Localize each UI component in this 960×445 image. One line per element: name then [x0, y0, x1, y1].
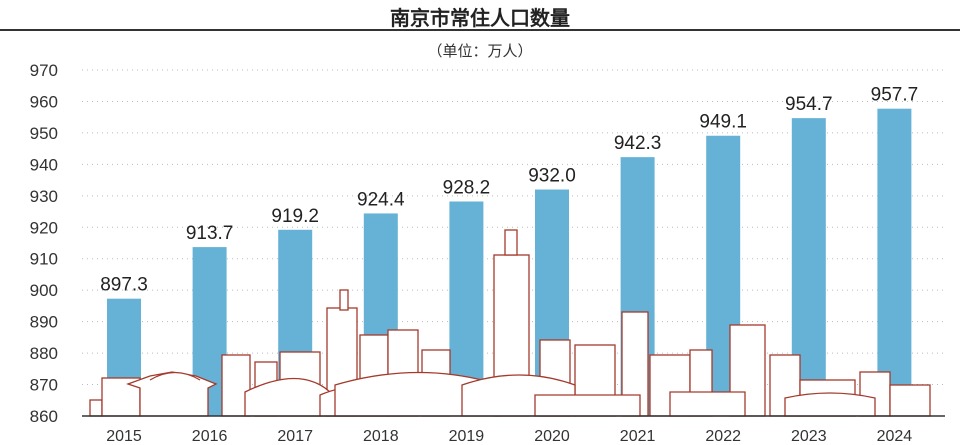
x-tick-label: 2024: [877, 428, 913, 445]
value-label: 949.1: [699, 112, 747, 133]
x-tick-label: 2015: [106, 428, 142, 445]
y-tick-label: 860: [30, 407, 58, 426]
skyline-building: [889, 384, 931, 417]
value-label: 954.7: [785, 94, 833, 115]
skyline-shape: [784, 392, 876, 417]
value-label: 913.7: [186, 223, 234, 244]
bar-2024: [877, 108, 912, 417]
x-tick-label: 2016: [192, 428, 228, 445]
value-label: 928.2: [443, 177, 491, 198]
y-tick-label: 970: [30, 61, 58, 80]
x-tick-label: 2019: [449, 428, 485, 445]
skyline-building: [504, 229, 518, 256]
x-tick-label: 2018: [363, 428, 399, 445]
value-label: 932.0: [528, 166, 576, 187]
y-tick-label: 940: [30, 155, 58, 174]
y-tick-label: 930: [30, 187, 58, 206]
skyline-building: [339, 289, 349, 311]
chart-unit: （单位：万人）: [427, 42, 533, 60]
y-tick-label: 880: [30, 344, 58, 363]
y-tick-label: 900: [30, 281, 58, 300]
value-label: 919.2: [271, 206, 319, 227]
skyline-shape: [534, 394, 641, 417]
value-label: 942.3: [614, 133, 662, 154]
skyline-shape: [149, 371, 201, 381]
chart-title: 南京市常住人口数量: [390, 6, 570, 30]
skyline-building: [89, 399, 103, 417]
x-tick-label: 2021: [620, 428, 656, 445]
title-divider: [0, 29, 960, 31]
value-label: 924.4: [357, 189, 405, 210]
skyline-shape: [669, 391, 746, 417]
y-tick-label: 950: [30, 124, 58, 143]
y-tick-label: 870: [30, 376, 58, 395]
x-tick-label: 2017: [277, 428, 313, 445]
x-tick-label: 2020: [534, 428, 570, 445]
y-tick-label: 920: [30, 218, 58, 237]
y-tick-label: 890: [30, 313, 58, 332]
value-label: 897.3: [100, 275, 148, 296]
y-tick-label: 960: [30, 92, 58, 111]
x-tick-label: 2022: [705, 428, 741, 445]
x-tick-label: 2023: [791, 428, 827, 445]
y-tick-label: 910: [30, 250, 58, 269]
value-label: 957.7: [871, 85, 919, 106]
